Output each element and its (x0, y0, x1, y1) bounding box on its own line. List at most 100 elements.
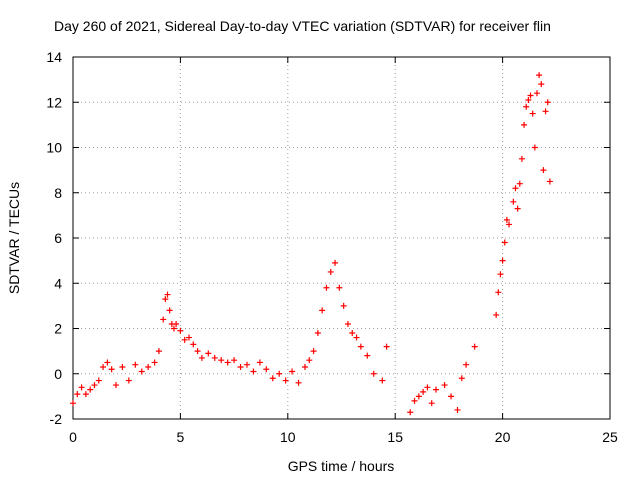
data-point (448, 393, 455, 400)
data-point (205, 350, 212, 357)
data-point (74, 391, 81, 398)
data-point (170, 325, 177, 332)
data-point (173, 320, 180, 327)
axis-ticks: 0 5 10 15 20 25 -2 0 2 4 6 8 10 12 14 (46, 49, 618, 445)
y-tick-label: 10 (46, 140, 62, 156)
data-point (185, 334, 192, 341)
data-point (458, 375, 465, 382)
data-point (546, 178, 553, 185)
data-point (314, 330, 321, 337)
x-tick-label: 25 (602, 429, 618, 445)
data-point (521, 121, 528, 128)
x-axis-label: GPS time / hours (288, 458, 395, 474)
x-tick-label: 5 (177, 429, 185, 445)
data-point (420, 388, 427, 395)
data-point (269, 375, 276, 382)
data-point (198, 354, 205, 361)
data-point (370, 370, 377, 377)
data-point (501, 239, 508, 246)
data-point (379, 377, 386, 384)
data-point (493, 311, 500, 318)
data-point (256, 359, 263, 366)
data-point (518, 155, 525, 162)
data-point (533, 90, 540, 97)
data-point (155, 348, 162, 355)
data-point (211, 354, 218, 361)
data-point (531, 144, 538, 151)
data-point (499, 257, 506, 264)
data-point (510, 198, 517, 205)
data-point (540, 167, 547, 174)
data-point (164, 291, 171, 298)
data-point (95, 377, 102, 384)
data-point (145, 363, 152, 370)
data-point (428, 400, 435, 407)
y-tick-label: 12 (46, 94, 62, 110)
x-tick-label: 0 (69, 429, 77, 445)
data-point (138, 368, 145, 375)
data-point (544, 99, 551, 106)
data-point (282, 377, 289, 384)
data-point (104, 359, 111, 366)
data-point (119, 363, 126, 370)
data-point (231, 357, 238, 364)
data-point (525, 96, 532, 103)
data-point (407, 409, 414, 416)
data-point (527, 92, 534, 99)
data-point (506, 221, 513, 228)
data-point (78, 384, 85, 391)
data-point (415, 393, 422, 400)
data-point (276, 370, 283, 377)
chart-title: Day 260 of 2021, Sidereal Day-to-day VTE… (54, 18, 551, 34)
data-point (194, 348, 201, 355)
data-point (112, 382, 119, 389)
data-point (91, 382, 98, 389)
data-point (383, 343, 390, 350)
data-point (177, 327, 184, 334)
data-point (349, 330, 356, 337)
data-point (82, 391, 89, 398)
data-point (454, 406, 461, 413)
data-point (514, 205, 521, 212)
data-point (250, 368, 257, 375)
data-point (166, 307, 173, 314)
data-point (523, 103, 530, 110)
data-point (190, 341, 197, 348)
data-point (327, 268, 334, 275)
data-point (364, 352, 371, 359)
y-tick-label: -2 (50, 411, 63, 427)
y-tick-label: 0 (54, 366, 62, 382)
data-point (306, 357, 313, 364)
data-point (218, 357, 225, 364)
data-point (310, 348, 317, 355)
x-tick-label: 20 (495, 429, 511, 445)
data-point (336, 284, 343, 291)
data-point (224, 359, 231, 366)
y-axis-label: SDTVAR / TECUs (6, 182, 22, 294)
x-tick-label: 15 (387, 429, 403, 445)
data-point (162, 296, 169, 303)
data-point (495, 289, 502, 296)
data-point (503, 216, 510, 223)
data-point (332, 259, 339, 266)
data-point (263, 366, 270, 373)
data-point (433, 386, 440, 393)
data-point (125, 377, 132, 384)
data-point (529, 110, 536, 117)
data-point (463, 361, 470, 368)
data-point (497, 271, 504, 278)
data-point (319, 307, 326, 314)
data-point (160, 316, 167, 323)
data-point (512, 185, 519, 192)
data-point (471, 343, 478, 350)
grid (73, 57, 610, 419)
data-point (323, 284, 330, 291)
data-point (70, 400, 76, 407)
data-points (70, 72, 553, 416)
y-tick-label: 6 (54, 230, 62, 246)
data-point (424, 384, 431, 391)
y-tick-label: 8 (54, 185, 62, 201)
data-point (353, 334, 360, 341)
y-tick-label: 14 (46, 49, 62, 65)
